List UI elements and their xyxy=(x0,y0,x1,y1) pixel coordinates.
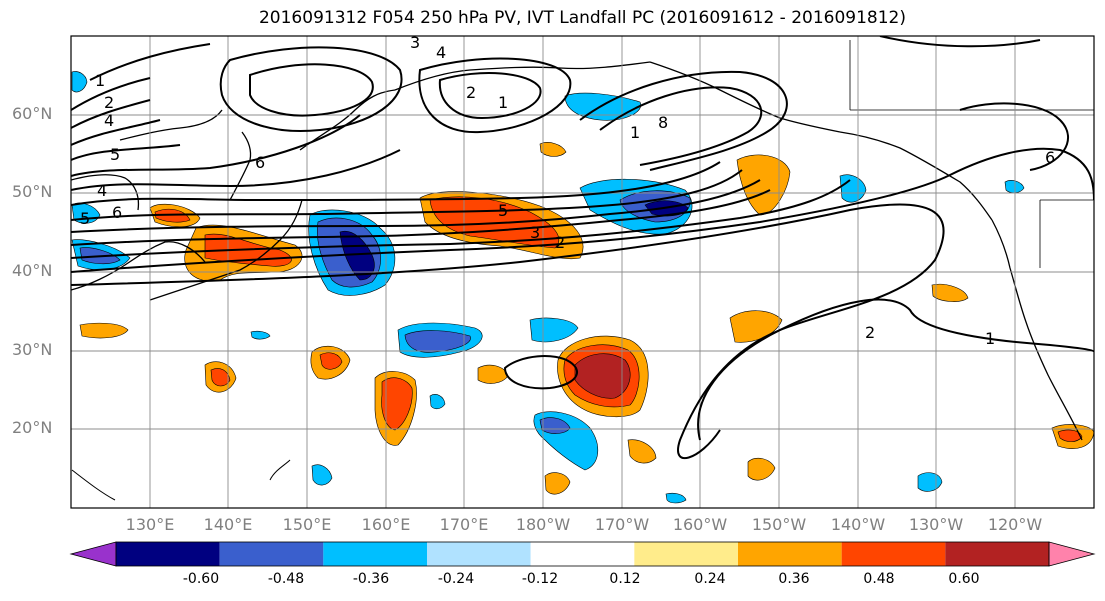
lon-label: 120°W xyxy=(987,515,1043,534)
lon-label: 150°E xyxy=(282,515,332,534)
colorbar-bin xyxy=(530,542,635,566)
map-title: 2016091312 F054 250 hPa PV, IVT Landfall… xyxy=(258,8,906,28)
pv-contours xyxy=(71,36,1094,460)
lon-label: 140°E xyxy=(203,515,253,534)
contour-labels: 1 2 4 5 6 3 4 5 3 2 1 2 1 8 6 4 5 6 1 2 xyxy=(80,33,1055,348)
contour-label: 2 xyxy=(104,93,114,112)
colorbar-tick-label: -0.12 xyxy=(521,571,559,587)
lon-label: 180°W xyxy=(515,515,571,534)
contour-label: 3 xyxy=(530,223,540,242)
colorbar-bin xyxy=(427,542,531,566)
contour-label: 4 xyxy=(104,111,114,130)
lon-label: 130°E xyxy=(125,515,175,534)
lon-label: 170°W xyxy=(594,515,650,534)
colorbar-tick-label: -0.48 xyxy=(267,571,305,587)
lat-label: 60°N xyxy=(12,104,53,123)
colorbar-tick-label: 0.36 xyxy=(778,571,810,587)
lon-label: 130°W xyxy=(908,515,964,534)
contour-label: 3 xyxy=(410,33,420,52)
contour-label: 2 xyxy=(555,233,565,252)
lon-label: 160°W xyxy=(672,515,728,534)
contour-label: 1 xyxy=(630,123,640,142)
colorbar-bin xyxy=(634,542,738,566)
contour-label: 4 xyxy=(97,181,107,200)
lon-label: 140°W xyxy=(830,515,886,534)
contour-label: 5 xyxy=(110,145,120,164)
contour-label: 1 xyxy=(985,329,995,348)
colorbar-bin xyxy=(323,542,427,566)
contour-label: 2 xyxy=(865,323,875,342)
contour-label: 8 xyxy=(658,113,668,132)
contour-label: 2 xyxy=(466,83,476,102)
colorbar-tick-label: 0.60 xyxy=(948,571,980,587)
contour-label: 5 xyxy=(80,209,90,228)
map-frame xyxy=(70,35,1095,509)
colorbar-tick-label: -0.60 xyxy=(182,571,220,587)
contour-label: 1 xyxy=(498,93,508,112)
colorbar-bin xyxy=(945,542,1049,566)
lat-label: 20°N xyxy=(12,418,53,437)
colorbar-bin xyxy=(841,542,946,566)
colorbar-tick-label: 0.24 xyxy=(694,571,726,587)
colorbar-tick-label: -0.36 xyxy=(352,571,390,587)
contour-label: 6 xyxy=(255,153,265,172)
lat-label: 30°N xyxy=(12,340,53,359)
colorbar-bin xyxy=(219,542,324,566)
lon-label: 150°W xyxy=(751,515,807,534)
colorbar-tick-label: 0.12 xyxy=(609,571,641,587)
colorbar-bin xyxy=(738,542,842,566)
contour-label: 6 xyxy=(112,203,122,222)
contour-label: 4 xyxy=(436,43,446,62)
contour-label: 6 xyxy=(1045,148,1055,167)
lon-label: 160°E xyxy=(361,515,411,534)
contour-label: 1 xyxy=(95,71,105,90)
colorbar xyxy=(69,541,1096,567)
lat-label: 50°N xyxy=(12,182,53,201)
colorbar-tick-label: 0.48 xyxy=(863,571,895,587)
lon-label: 170°E xyxy=(439,515,489,534)
colorbar-tick-label: -0.24 xyxy=(437,571,475,587)
contour-label: 5 xyxy=(498,201,508,220)
lat-label: 40°N xyxy=(12,261,53,280)
colorbar-bin xyxy=(116,542,220,566)
